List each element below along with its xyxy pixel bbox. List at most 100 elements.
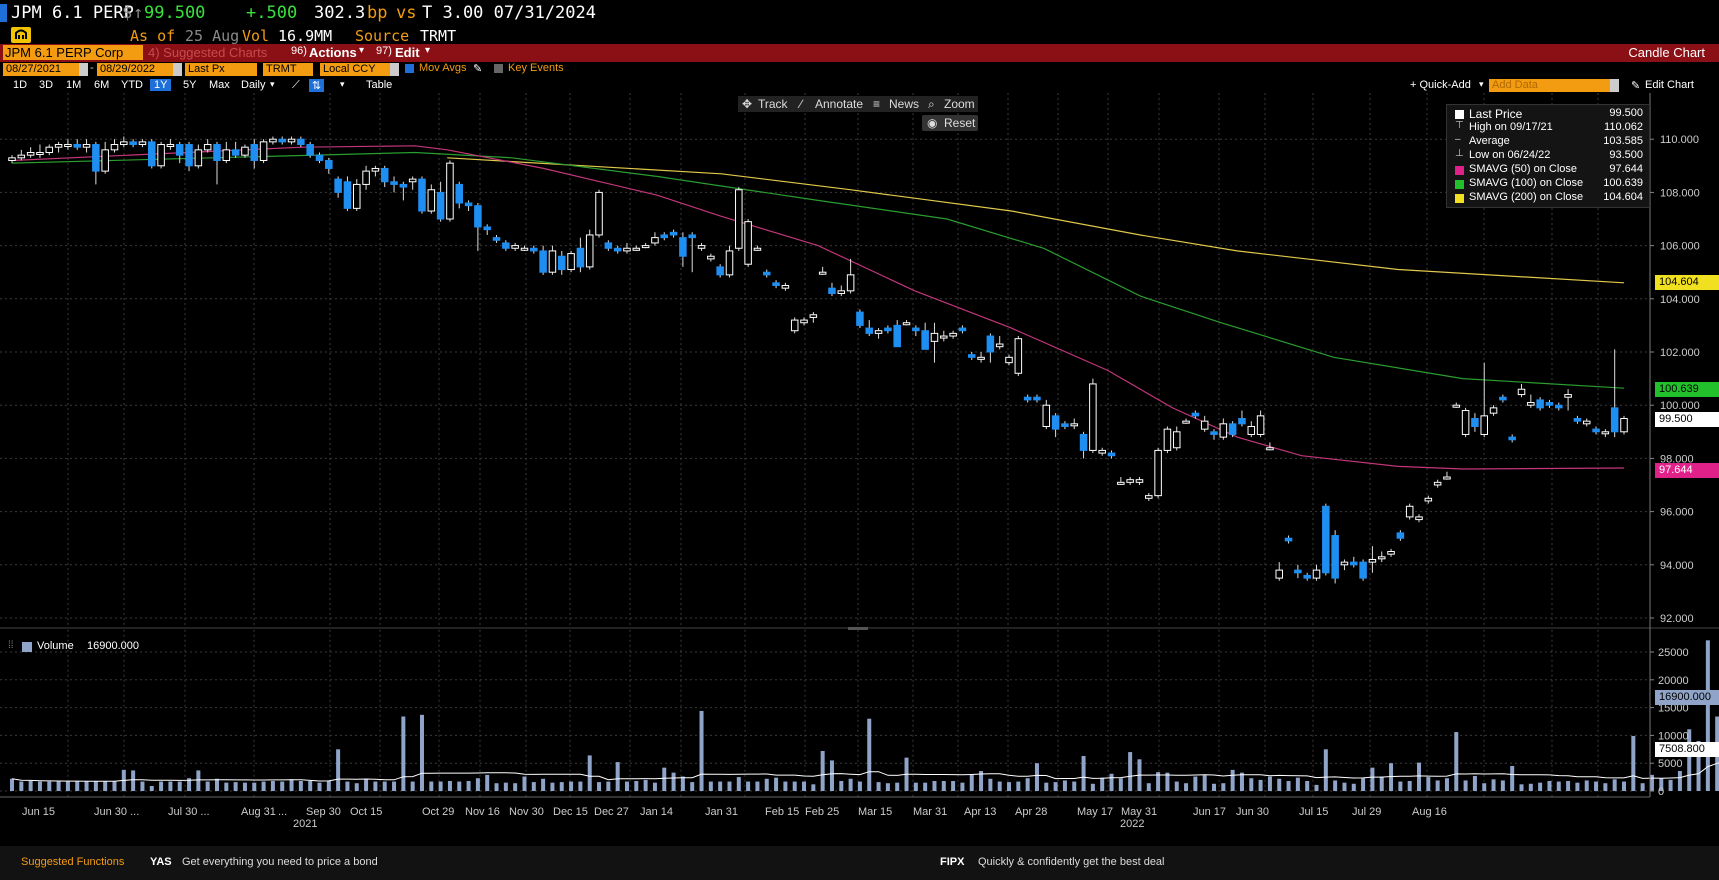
range-1m[interactable]: 1M	[66, 79, 82, 91]
annotate-icon[interactable]: ∕	[800, 97, 803, 111]
volume-bar	[19, 781, 24, 791]
volume-bar	[1463, 780, 1468, 791]
candle-down	[455, 183, 464, 204]
range-max[interactable]: Max	[209, 79, 230, 91]
year-label: 2022	[1120, 818, 1144, 830]
legend-low[interactable]: ⊥ Low on 06/24/22 93.500	[1453, 148, 1645, 163]
edit-chart-pencil-icon[interactable]: ✎	[1631, 80, 1641, 92]
candle-down	[1061, 423, 1069, 427]
period-select[interactable]: Daily	[241, 79, 266, 91]
table-button[interactable]: Table	[366, 79, 393, 91]
volume-bar	[1435, 780, 1440, 791]
range-1y[interactable]: 1Y	[150, 79, 172, 91]
track-button[interactable]: Track	[758, 97, 788, 111]
range-3d[interactable]: 3D	[39, 79, 54, 91]
volume-bar	[1333, 780, 1338, 791]
candle-down	[539, 250, 547, 273]
candle-style-icon[interactable]: ⇅	[309, 79, 324, 92]
candle-up	[1098, 449, 1106, 454]
candle-down	[390, 181, 398, 185]
source-select[interactable]: TRMT	[263, 63, 313, 76]
line-style-icon[interactable]: ⟋	[292, 79, 300, 91]
legend-sma50[interactable]: SMAVG (50) on Close 97.644	[1453, 163, 1645, 177]
volume-grid-icon[interactable]: ⁞⁞	[8, 640, 14, 651]
currency-select[interactable]: Local CCY	[320, 63, 390, 76]
mov-avgs-checkbox[interactable]	[405, 64, 414, 73]
volume-bar	[1305, 780, 1310, 791]
range-1d[interactable]: 1D	[13, 79, 28, 91]
candle-up	[54, 144, 63, 148]
volume-bar	[932, 780, 937, 791]
x-tick-label: Jul 30 ...	[168, 806, 210, 818]
field-select[interactable]: Last Px	[185, 63, 257, 76]
add-data-input[interactable]: Add Data	[1489, 79, 1613, 92]
legend-swatch-sma100	[1455, 180, 1464, 189]
actions-menu[interactable]: Actions	[309, 45, 357, 60]
legend-average[interactable]: – Average 103.585	[1453, 134, 1645, 149]
quick-add-button[interactable]: + Quick-Add	[1410, 79, 1471, 91]
price-chart[interactable]: 92.000 94.000 96.000 98.000 100.000 102.000 10…	[0, 93, 1719, 846]
legend-label: SMAVG (100) on Close	[1469, 177, 1584, 189]
candle-down	[1033, 396, 1041, 401]
candle-up	[8, 157, 16, 161]
legend-label: High on 09/17/21	[1469, 121, 1553, 133]
legend-sma100[interactable]: SMAVG (100) on Close 100.639	[1453, 177, 1645, 191]
reset-button[interactable]: ◉ Reset	[922, 115, 978, 131]
candle-up	[1387, 551, 1395, 555]
style-caret-icon[interactable]: ▾	[340, 79, 345, 89]
volume-bar	[1584, 780, 1589, 791]
add-data-dropdown-icon[interactable]	[1610, 79, 1619, 92]
volume-bar	[261, 781, 266, 791]
pencil-icon[interactable]: ✎	[473, 63, 483, 75]
fipx-description[interactable]: Quickly & confidently get the best deal	[978, 856, 1165, 868]
suggested-charts-button[interactable]: 4) Suggested Charts	[148, 45, 268, 60]
volume-bar	[1267, 776, 1272, 791]
candle-up	[1172, 431, 1181, 449]
candle-up	[651, 237, 659, 244]
zoom-icon[interactable]: ⌕	[928, 97, 935, 111]
bloomberg-badge-icon[interactable]	[11, 27, 31, 43]
candle-up	[45, 146, 54, 154]
yas-function[interactable]: YAS	[150, 856, 172, 868]
fipx-function[interactable]: FIPX	[940, 856, 965, 868]
range-6m[interactable]: 6M	[94, 79, 110, 91]
volume-bar	[839, 780, 844, 791]
end-date-calendar-icon[interactable]	[173, 63, 182, 76]
start-date-calendar-icon[interactable]	[79, 63, 88, 76]
x-tick-label: Jun 17	[1193, 806, 1226, 818]
security-field[interactable]: JPM 6.1 PERP Corp	[3, 45, 143, 60]
period-caret-icon[interactable]: ▾	[270, 79, 275, 89]
key-events-checkbox[interactable]	[494, 64, 503, 73]
edit-caret-icon[interactable]: ▾	[425, 45, 431, 56]
yas-description[interactable]: Get everything you need to price a bond	[182, 856, 378, 868]
quick-add-caret-icon[interactable]: ▾	[1479, 79, 1484, 89]
price-arrow-icon: ↑	[133, 3, 144, 23]
candle-up	[1517, 388, 1526, 396]
end-date-field[interactable]: 08/29/2022	[97, 63, 173, 76]
edit-chart-button[interactable]: Edit Chart	[1645, 79, 1694, 91]
news-icon[interactable]: ≡	[873, 97, 881, 111]
actions-caret-icon[interactable]: ▾	[359, 45, 365, 56]
legend-high[interactable]: ⊤ High on 09/17/21 110.062	[1453, 120, 1645, 135]
currency-dropdown-icon[interactable]	[390, 63, 399, 76]
candle-down	[762, 271, 771, 276]
track-icon[interactable]: ✥	[742, 97, 753, 111]
volume-bar	[401, 716, 406, 791]
price-tick-label: 94.000	[1660, 560, 1694, 572]
legend-last-price[interactable]: Last Price 99.500	[1453, 107, 1645, 121]
candle-down	[1499, 396, 1507, 401]
range-5y[interactable]: 5Y	[183, 79, 197, 91]
legend-sma200[interactable]: SMAVG (200) on Close 104.604	[1453, 191, 1645, 205]
candle-up	[1135, 479, 1144, 483]
start-date-field[interactable]: 08/27/2021	[3, 63, 79, 76]
range-ytd[interactable]: YTD	[121, 79, 143, 91]
price-tick-label: 96.000	[1660, 507, 1694, 519]
edit-menu[interactable]: Edit	[395, 45, 420, 60]
candle-up	[707, 255, 715, 260]
zoom-button[interactable]: Zoom	[944, 97, 975, 111]
as-of-label: As of	[130, 27, 176, 45]
legend-value: 103.585	[1603, 135, 1643, 147]
annotate-button[interactable]: Annotate	[815, 97, 864, 111]
news-button[interactable]: News	[889, 97, 920, 111]
source-label: Source	[355, 27, 410, 45]
